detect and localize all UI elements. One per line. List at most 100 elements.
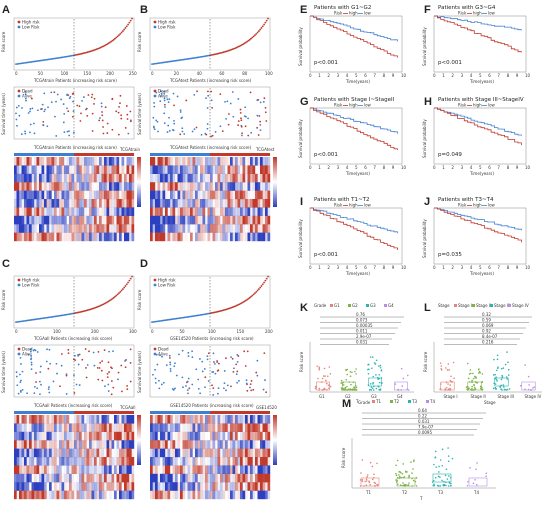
heat-cell	[202, 165, 206, 174]
heat-cell	[220, 415, 223, 424]
heat-cell	[91, 490, 95, 500]
heat-cell	[182, 215, 186, 225]
heat-cell	[71, 465, 75, 474]
box-point	[365, 480, 368, 482]
box-point	[475, 483, 478, 486]
x-tick: 4	[346, 265, 349, 270]
box-point	[492, 374, 495, 376]
heat-cell	[165, 473, 168, 483]
heat-cell	[46, 173, 50, 183]
heat-cell	[79, 448, 82, 458]
box-point	[445, 468, 448, 471]
legend-item: Stage I	[458, 303, 472, 308]
legend-high-dot	[17, 278, 21, 282]
risk-point	[124, 285, 127, 287]
survival-point	[226, 384, 229, 387]
heat-cell	[255, 207, 258, 216]
heat-cell	[197, 473, 201, 483]
heat-cell	[210, 440, 213, 449]
heat-cell	[96, 415, 100, 424]
heat-cell	[19, 431, 22, 441]
heat-cell	[71, 482, 75, 491]
heat-cell	[240, 457, 243, 466]
x-tick: G4	[397, 394, 403, 399]
heat-cell	[190, 232, 193, 242]
heat-cell	[162, 232, 166, 242]
heat-cell	[192, 457, 196, 466]
heat-cell	[131, 157, 135, 166]
survival-point	[62, 103, 65, 105]
heat-cell	[124, 224, 127, 233]
x-tick: 6	[488, 265, 491, 270]
heat-cell	[74, 232, 77, 242]
heat-cell	[167, 448, 171, 458]
survival-point	[185, 385, 187, 387]
heat-cell	[195, 190, 198, 200]
km-frame	[309, 207, 403, 265]
heat-cell	[56, 224, 60, 233]
heat-cell	[101, 415, 105, 424]
heat-cell	[185, 431, 188, 441]
survival-point	[179, 111, 182, 113]
legend-item: G1	[334, 303, 340, 308]
heat-cell	[235, 457, 238, 466]
heat-cell	[34, 482, 37, 491]
heat-cell	[89, 448, 92, 458]
heat-cell	[162, 157, 166, 166]
heat-cell	[165, 182, 168, 191]
heat-cell	[131, 465, 135, 474]
heat-cell	[49, 448, 52, 458]
heat-cell	[16, 182, 20, 191]
survival-point	[238, 379, 240, 382]
heat-cell	[41, 232, 45, 242]
y-axis-label: Risk score	[137, 31, 142, 52]
survival-point	[41, 103, 44, 106]
legend-dead-dot	[17, 347, 21, 351]
survival-point	[169, 363, 172, 366]
heat-cell	[167, 157, 171, 166]
heat-cell	[124, 448, 127, 458]
heat-cell	[180, 415, 183, 424]
box-point	[475, 468, 477, 471]
heat-cell	[257, 415, 261, 424]
x-tick: 8	[383, 165, 386, 170]
heat-cell	[227, 431, 231, 441]
heat-cell	[94, 482, 97, 491]
heat-cell	[19, 490, 22, 500]
heat-cell	[61, 207, 65, 216]
survival-point	[168, 116, 170, 119]
heat-cell	[235, 490, 238, 500]
survival-point	[77, 354, 80, 357]
heat-cell	[245, 473, 248, 483]
panel-label-G: G	[300, 96, 309, 108]
heat-cell	[91, 207, 95, 216]
heat-cell	[26, 415, 30, 424]
legend-alive-dot	[17, 352, 21, 356]
y-axis-label: Survival probability	[298, 219, 303, 258]
heat-cell	[247, 457, 251, 466]
heat-cell	[104, 182, 107, 191]
heat-cell	[96, 207, 100, 216]
legend-high: high	[349, 11, 358, 16]
heat-cell	[192, 182, 196, 191]
box-point	[365, 478, 368, 481]
box-point	[370, 389, 373, 391]
box-point	[440, 367, 442, 370]
heat-cell	[91, 423, 95, 432]
p-value: 0.59	[482, 318, 491, 323]
heat-cell	[54, 431, 57, 441]
heat-cell	[197, 215, 201, 225]
heat-cell	[215, 199, 218, 208]
legend-dead: Dead	[22, 89, 33, 94]
heat-cell	[192, 157, 196, 166]
heat-cell	[34, 207, 37, 216]
heat-cell	[170, 448, 173, 458]
survival-point	[25, 99, 27, 102]
x-tick: 1	[318, 73, 321, 78]
heat-cell	[232, 490, 236, 500]
heat-cell	[106, 224, 110, 233]
heat-cell	[165, 215, 168, 225]
heat-cell	[121, 165, 125, 174]
heat-cell	[157, 431, 161, 441]
